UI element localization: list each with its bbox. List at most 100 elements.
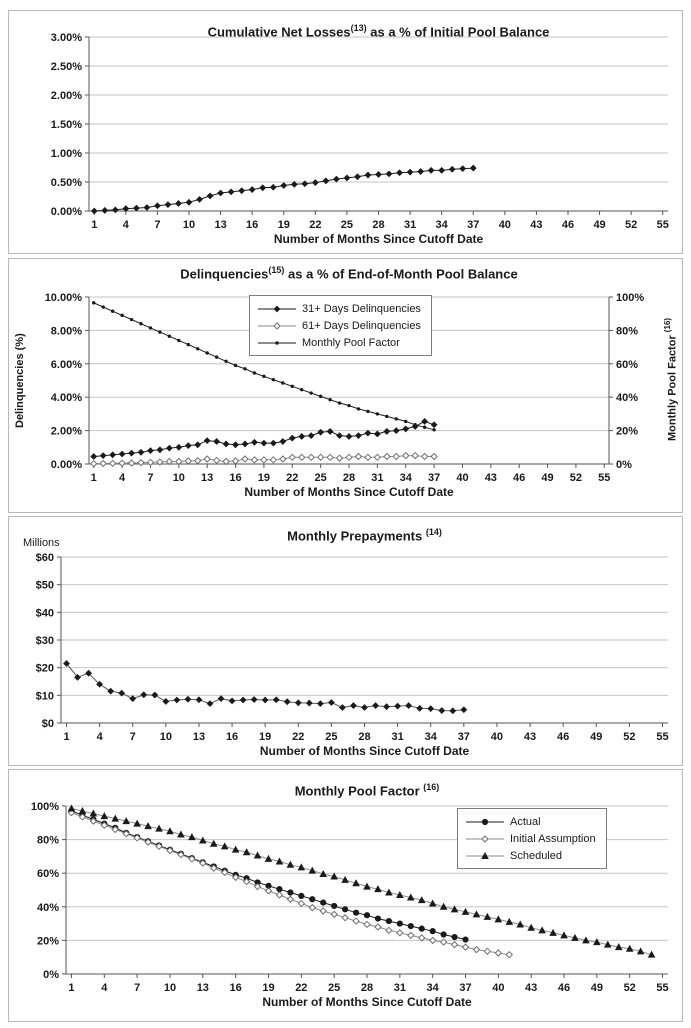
svg-text:2.00%: 2.00% (51, 426, 82, 438)
chart-title: Delinquencies(15) as a % of End-of-Month… (89, 265, 609, 281)
chart-title: Cumulative Net Losses(13) as a % of Init… (89, 23, 668, 39)
svg-text:19: 19 (259, 731, 271, 743)
svg-text:$60: $60 (36, 552, 54, 564)
gridlines (89, 36, 668, 183)
svg-text:1: 1 (68, 982, 74, 994)
svg-text:7: 7 (154, 219, 160, 231)
svg-text:1.00%: 1.00% (51, 148, 82, 160)
svg-text:$40: $40 (36, 607, 54, 619)
chart-title-text-2: as a % of End-of-Month Pool Balance (284, 266, 518, 282)
svg-text:46: 46 (562, 219, 574, 231)
svg-text:100%: 100% (31, 801, 59, 813)
svg-text:7: 7 (134, 982, 140, 994)
series-monthly-pool-factor (92, 301, 436, 432)
svg-text:2.00%: 2.00% (51, 90, 82, 102)
gridlines (66, 805, 668, 941)
svg-text:40: 40 (499, 219, 511, 231)
svg-text:25: 25 (325, 731, 337, 743)
svg-text:4: 4 (119, 472, 126, 484)
svg-text:22: 22 (292, 731, 304, 743)
svg-text:49: 49 (593, 219, 605, 231)
svg-text:28: 28 (343, 472, 355, 484)
svg-text:25: 25 (315, 472, 327, 484)
svg-text:25: 25 (328, 982, 340, 994)
chart-title-text: Cumulative Net Losses (207, 24, 351, 40)
svg-text:$20: $20 (36, 663, 54, 675)
svg-text:40: 40 (456, 472, 468, 484)
svg-text:31: 31 (391, 731, 403, 743)
svg-text:0%: 0% (616, 459, 632, 471)
x-axis-title: Number of Months Since Cutoff Date (262, 995, 472, 1009)
svg-text:49: 49 (541, 472, 553, 484)
svg-text:10: 10 (164, 982, 176, 994)
svg-text:0.00%: 0.00% (51, 206, 82, 218)
svg-text:40: 40 (491, 731, 503, 743)
svg-text:28: 28 (372, 219, 384, 231)
series-scheduled (67, 804, 656, 958)
svg-text:3.00%: 3.00% (51, 32, 82, 44)
svg-text:46: 46 (513, 472, 525, 484)
series-cumulative-net-losses (90, 164, 477, 215)
chart-panel-delinquencies: Delinquencies(15) as a % of End-of-Month… (8, 258, 683, 513)
svg-text:8.00%: 8.00% (51, 325, 82, 337)
svg-text:40%: 40% (37, 902, 59, 914)
svg-text:55: 55 (656, 731, 668, 743)
chart-title-text: Monthly Pool Factor (294, 783, 424, 799)
chart-title-superscript: (16) (423, 782, 440, 792)
svg-text:13: 13 (214, 219, 226, 231)
svg-text:43: 43 (530, 219, 542, 231)
svg-text:37: 37 (467, 219, 479, 231)
svg-text:10.00%: 10.00% (45, 292, 83, 304)
svg-text:43: 43 (524, 731, 536, 743)
chart-title-superscript: (13) (350, 23, 367, 33)
x-axis: 1 4 7 10 13 16 19 22 25 28 31 34 37 40 43 46 49 52 55 (63, 723, 669, 743)
svg-text:1: 1 (91, 219, 97, 231)
svg-text:22: 22 (286, 472, 298, 484)
legend-label: Initial Assumption (510, 832, 596, 845)
svg-text:16: 16 (246, 219, 258, 231)
legend-item-initial-assumption: Initial Assumption (464, 830, 596, 847)
chart-panel-monthly-pool-factor: Monthly Pool Factor (16) 0% 20% 40% 60% 80% 1… (8, 769, 683, 1022)
svg-text:34: 34 (436, 219, 449, 231)
svg-text:100%: 100% (616, 292, 644, 304)
chart-title-text-2: as a % of Initial Pool Balance (366, 24, 550, 40)
legend-label: Monthly Pool Factor (302, 336, 400, 349)
y-axis-left: 0% 20% 40% 60% 80% 100% (31, 801, 66, 981)
svg-text:46: 46 (557, 731, 569, 743)
y-axis-left: $0 $10 $20 $30 $40 $50 $60 (36, 552, 61, 730)
legend-label: Actual (510, 815, 541, 828)
svg-text:43: 43 (525, 982, 537, 994)
svg-text:13: 13 (197, 982, 209, 994)
monthly-prepayments-plot: $0 $10 $20 $30 $40 $50 $60 1 4 7 10 13 16 19 22 25 28 31 3… (36, 552, 669, 743)
chart-title-text: Delinquencies (180, 266, 269, 282)
chart-title-superscript: (15) (268, 265, 285, 275)
series-actual (68, 807, 469, 943)
svg-text:0.00%: 0.00% (51, 459, 82, 471)
svg-text:28: 28 (358, 731, 370, 743)
svg-text:34: 34 (400, 472, 413, 484)
svg-text:34: 34 (425, 731, 438, 743)
svg-text:16: 16 (229, 472, 241, 484)
legend-item-61-days-delinquencies: 61+ Days Delinquencies (256, 317, 421, 334)
gridlines (61, 556, 668, 696)
chart-title-superscript: (14) (425, 527, 442, 537)
svg-text:34: 34 (427, 982, 440, 994)
diamond-open-icon (258, 321, 296, 330)
svg-text:46: 46 (558, 982, 570, 994)
legend-item-actual: Actual (464, 813, 596, 830)
svg-text:19: 19 (278, 219, 290, 231)
svg-text:4: 4 (97, 731, 104, 743)
svg-text:49: 49 (591, 982, 603, 994)
svg-text:60%: 60% (616, 359, 638, 371)
x-axis-title: Number of Months Since Cutoff Date (273, 232, 484, 246)
svg-text:1.50%: 1.50% (51, 119, 82, 131)
y-axis-right: 0% 20% 40% 60% 80% 100% (609, 292, 644, 471)
svg-text:2.50%: 2.50% (51, 61, 82, 73)
svg-text:4: 4 (101, 982, 108, 994)
legend: 31+ Days Delinquencies 61+ Days Delinquen… (249, 295, 432, 356)
circle-filled-icon (466, 818, 504, 825)
svg-text:22: 22 (309, 219, 321, 231)
svg-text:37: 37 (428, 472, 440, 484)
svg-text:1: 1 (91, 472, 97, 484)
